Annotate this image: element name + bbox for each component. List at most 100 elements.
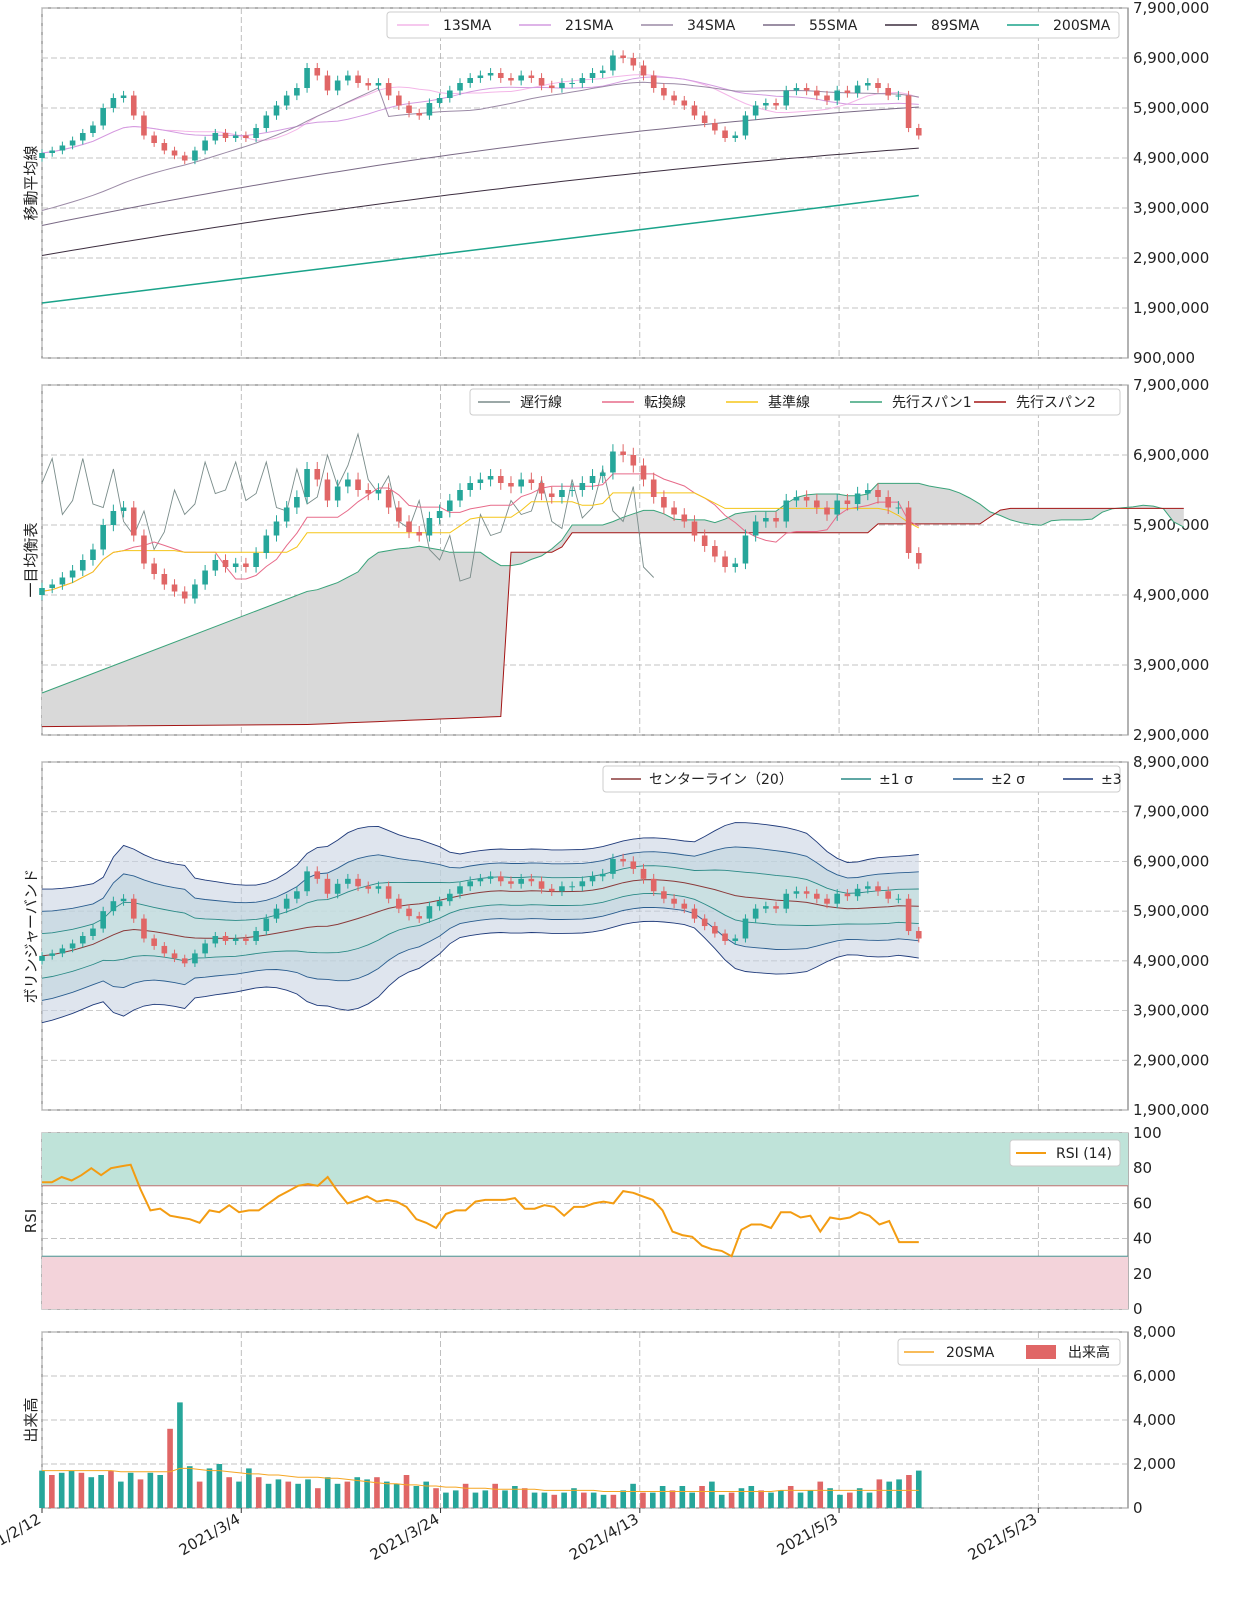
- ichimoku-legend-label: 基準線: [768, 394, 810, 411]
- ichimoku-candle: [538, 483, 545, 494]
- ichimoku-candle: [375, 490, 382, 494]
- volume-ytick: 8,000: [1133, 1323, 1176, 1341]
- ichimoku-candle: [803, 497, 810, 501]
- bollinger-ytick: 6,900,000: [1133, 852, 1209, 870]
- sma-candle: [752, 105, 759, 116]
- volume-ylabel: 出来高: [22, 1397, 40, 1442]
- rsi-overbought-zone: [42, 1133, 1128, 1186]
- sma-candle: [385, 83, 392, 96]
- bollinger-candle: [599, 873, 606, 877]
- bollinger-legend-label: ±2 σ: [991, 772, 1025, 788]
- ichimoku-candle: [396, 507, 402, 522]
- sma-candle: [722, 130, 728, 138]
- volume-bar: [364, 1479, 370, 1508]
- ichimoku-candle: [79, 560, 86, 571]
- volume-bar: [768, 1492, 774, 1508]
- bollinger-candle: [763, 906, 769, 909]
- sma-candle: [508, 78, 514, 81]
- sma-candle: [915, 128, 922, 136]
- sma-candle: [691, 105, 698, 116]
- ichimoku-candle: [579, 483, 586, 490]
- volume-bar: [531, 1492, 538, 1508]
- bollinger-legend-label: ±3: [1101, 772, 1122, 788]
- sma-candle: [875, 83, 881, 88]
- bollinger-ytick: 8,900,000: [1133, 753, 1209, 771]
- bollinger-candle: [59, 948, 66, 954]
- rsi-ytick: 60: [1133, 1194, 1152, 1212]
- volume-bar: [482, 1490, 489, 1508]
- bollinger-candle: [905, 898, 912, 932]
- volume-bar: [876, 1479, 883, 1508]
- sma-candle: [263, 115, 270, 128]
- ichimoku-ytick: 2,900,000: [1133, 726, 1209, 744]
- volume-bar: [630, 1483, 636, 1508]
- sma-candle: [650, 75, 657, 88]
- bollinger-candle: [396, 898, 402, 909]
- sma-legend-label: 89SMA: [931, 18, 980, 34]
- sma-candle: [243, 135, 249, 138]
- bollinger-candle: [110, 901, 117, 912]
- x-tick-label: 2021/3/24: [367, 1510, 443, 1564]
- sma-candle: [212, 133, 219, 141]
- bollinger-candle: [416, 916, 423, 919]
- bollinger-candle: [661, 891, 667, 899]
- ichimoku-kijun-line: [41, 492, 920, 592]
- sma-candle: [141, 115, 147, 136]
- sma-candle: [559, 83, 565, 88]
- bollinger-candle: [375, 886, 382, 889]
- bollinger-candle: [406, 908, 412, 917]
- sma-candle: [232, 135, 239, 138]
- bollinger-ytick: 3,900,000: [1133, 1002, 1209, 1020]
- sma-candle: [222, 133, 229, 138]
- sma-candle: [345, 75, 351, 81]
- sma-candle: [579, 78, 586, 83]
- sma-ytick: 5,900,000: [1133, 99, 1209, 117]
- ichimoku-candle: [283, 507, 290, 522]
- sma-ytick: 6,900,000: [1133, 49, 1209, 67]
- volume-bar: [797, 1492, 804, 1508]
- bollinger-candle: [548, 888, 555, 892]
- sma-candle: [701, 115, 708, 123]
- volume-bar: [216, 1464, 223, 1508]
- ichimoku-ytick: 5,900,000: [1133, 516, 1209, 534]
- ichimoku-candle: [39, 588, 45, 595]
- bollinger-candle: [773, 906, 779, 909]
- ichimoku-candle: [120, 507, 127, 511]
- volume-bar: [561, 1492, 567, 1508]
- ichimoku-span2-line: [41, 507, 1184, 728]
- bollinger-candle: [283, 898, 290, 909]
- bollinger-ytick: 5,900,000: [1133, 902, 1209, 920]
- sma-candle: [120, 95, 127, 98]
- ichimoku-candle: [844, 500, 851, 504]
- volume-bar: [196, 1481, 203, 1508]
- bollinger-candle: [232, 938, 239, 941]
- sma-series-line: [41, 106, 919, 226]
- sma-candle: [763, 103, 769, 106]
- volume-bar: [127, 1472, 134, 1508]
- x-tick-label: 2021/5/23: [965, 1510, 1041, 1564]
- bollinger-candle: [120, 898, 127, 902]
- bollinger-ytick: 2,900,000: [1133, 1051, 1209, 1069]
- sma-ylabel: 移動平均線: [22, 145, 40, 220]
- bollinger-candle: [324, 878, 331, 894]
- bollinger-candle: [864, 886, 871, 889]
- bollinger-candle: [803, 891, 810, 894]
- ichimoku-candle: [650, 479, 657, 497]
- volume-bar: [403, 1475, 410, 1508]
- volume-ytick: 0: [1133, 1499, 1143, 1517]
- sma-candle: [671, 95, 677, 101]
- volume-bar: [68, 1470, 75, 1508]
- ichimoku-candle: [304, 469, 310, 497]
- sma-candle: [814, 90, 820, 96]
- bollinger-candle: [477, 878, 484, 882]
- volume-bar: [88, 1477, 95, 1508]
- sma-candle: [375, 83, 382, 86]
- bollinger-candle: [385, 886, 392, 899]
- volume-bar: [571, 1488, 577, 1508]
- volume-legend-label: 出来高: [1068, 1344, 1110, 1361]
- sma-candle: [599, 70, 606, 73]
- bollinger-candle: [446, 893, 453, 902]
- volume-bar: [39, 1470, 45, 1508]
- bollinger-center-line: [41, 879, 919, 957]
- ichimoku-candle: [895, 507, 902, 509]
